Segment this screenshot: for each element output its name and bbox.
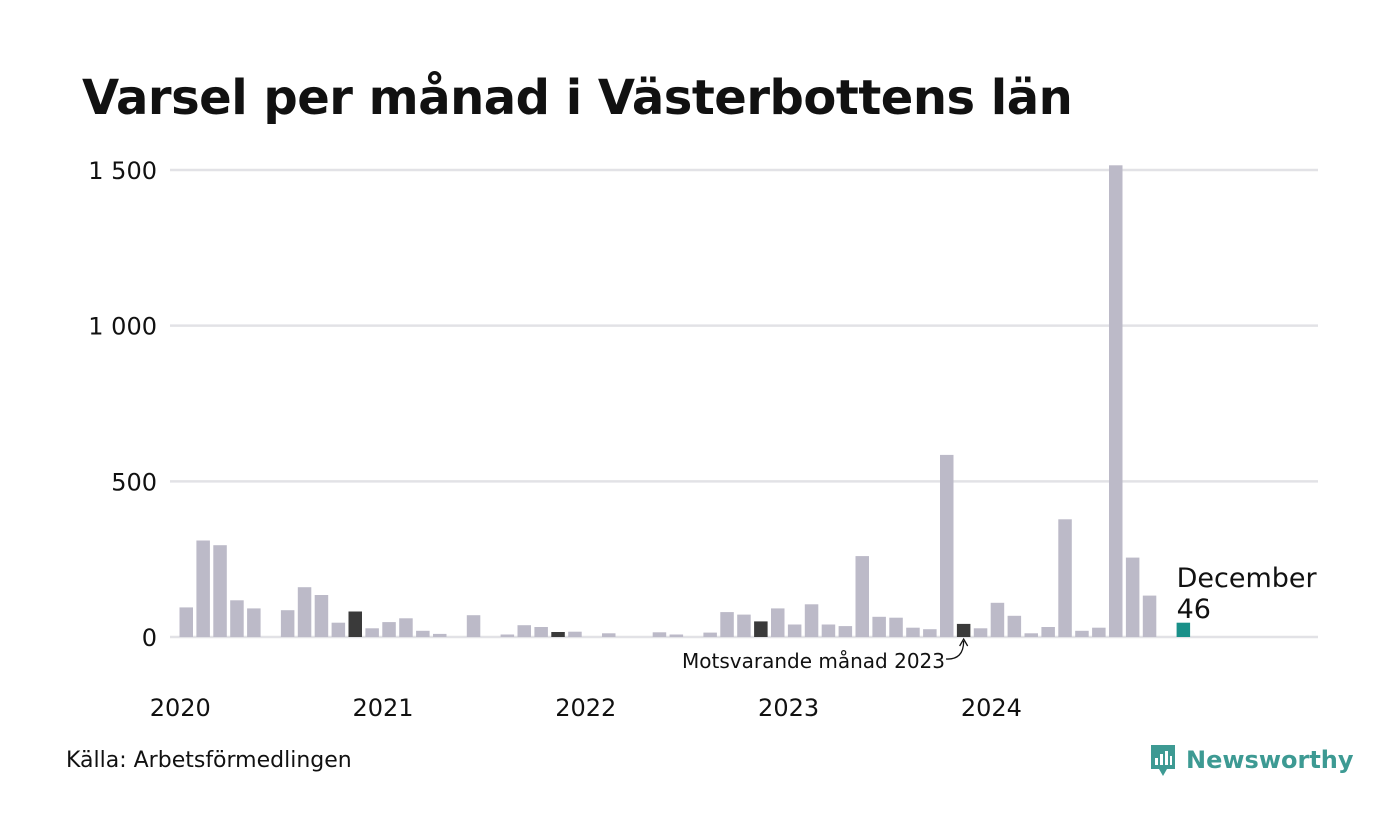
bar-current: [1176, 622, 1191, 637]
bar: [314, 595, 329, 637]
y-tick-label: 0: [142, 624, 157, 652]
gridlines: [170, 168, 1318, 639]
y-axis-ticks: 0 500 1 000 1 500: [88, 157, 157, 652]
bar: [196, 540, 210, 637]
bar: [923, 629, 937, 637]
bar: [500, 634, 515, 637]
chart-title: Varsel per månad i Västerbottens län: [82, 70, 1073, 126]
bar: [720, 612, 734, 637]
bar: [213, 545, 227, 637]
current-value-label: 46: [1177, 594, 1211, 625]
bar: [787, 624, 802, 637]
bar: [568, 631, 582, 637]
brand-logo: Newsworthy: [1148, 742, 1354, 778]
bar: [889, 617, 903, 637]
bar: [179, 607, 193, 637]
bar-comparison: [956, 623, 971, 637]
bar: [1041, 627, 1055, 637]
bar: [804, 604, 819, 637]
x-tick-label: 2024: [961, 694, 1022, 722]
bar: [534, 627, 548, 637]
bar: [906, 627, 920, 637]
bar: [365, 628, 379, 637]
bar: [973, 628, 988, 637]
bar: [1092, 627, 1106, 637]
bar: [1075, 630, 1089, 637]
bar-comparison: [348, 611, 362, 637]
bar: [466, 615, 481, 637]
annotation-arrowhead: [959, 637, 969, 647]
x-tick-label: 2022: [555, 694, 616, 722]
x-tick-label: 2020: [150, 694, 211, 722]
bar: [1125, 557, 1140, 637]
comparison-annotation: Motsvarande månad 2023: [682, 649, 945, 673]
bar: [838, 626, 853, 637]
bar: [433, 633, 447, 637]
x-tick-label: 2023: [758, 694, 819, 722]
newsworthy-logo-icon: [1151, 745, 1175, 776]
bar: [331, 622, 346, 637]
bar: [602, 633, 616, 637]
brand-name: Newsworthy: [1186, 746, 1354, 774]
bar: [737, 614, 751, 637]
y-tick-label: 1 000: [88, 313, 157, 341]
bar: [940, 454, 954, 637]
bar: [1142, 595, 1157, 637]
bar: [416, 630, 430, 637]
bar: [399, 618, 413, 637]
bar: [297, 587, 312, 637]
bar: [517, 625, 531, 637]
x-axis-ticks: 2020 2021 2022 2023 2024: [150, 694, 1022, 722]
annotation-arrow: [945, 640, 965, 660]
bar: [669, 634, 684, 637]
bar: [872, 616, 886, 637]
bar: [1024, 633, 1038, 637]
y-tick-label: 500: [111, 468, 157, 496]
bar: [280, 610, 295, 637]
bar: [230, 600, 244, 637]
source-note: Källa: Arbetsförmedlingen: [66, 748, 352, 773]
bar: [990, 602, 1005, 637]
bar: [821, 624, 836, 637]
bar-comparison: [754, 621, 768, 637]
y-tick-label: 1 500: [88, 157, 157, 185]
bar: [247, 608, 261, 637]
bar: [771, 608, 785, 637]
bar: [855, 556, 869, 637]
bar: [1058, 519, 1072, 637]
bar: [1007, 615, 1022, 637]
bar: [1109, 165, 1123, 638]
bar: [382, 622, 396, 637]
bar: [652, 632, 667, 637]
x-tick-label: 2021: [352, 694, 413, 722]
current-month-label: December: [1177, 563, 1318, 594]
bars: [179, 165, 1191, 638]
bar: [703, 632, 717, 637]
bar-comparison: [551, 632, 565, 637]
